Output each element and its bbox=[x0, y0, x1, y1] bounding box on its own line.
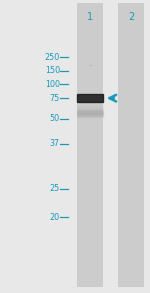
Bar bbox=[77, 113, 103, 114]
Text: 100: 100 bbox=[45, 80, 60, 89]
Text: 50: 50 bbox=[50, 114, 60, 123]
Bar bbox=[77, 110, 103, 111]
Bar bbox=[77, 104, 103, 105]
Text: 75: 75 bbox=[50, 94, 60, 103]
Bar bbox=[118, 3, 144, 287]
Text: 150: 150 bbox=[45, 67, 60, 75]
Bar bbox=[77, 116, 103, 117]
Bar bbox=[77, 112, 103, 113]
Bar bbox=[77, 114, 103, 115]
Text: 37: 37 bbox=[50, 139, 60, 148]
Bar bbox=[77, 111, 103, 112]
Bar bbox=[77, 109, 103, 110]
Bar bbox=[77, 115, 103, 116]
Bar bbox=[77, 105, 103, 106]
Bar bbox=[77, 94, 103, 102]
Bar bbox=[77, 3, 103, 287]
Text: 25: 25 bbox=[50, 185, 60, 193]
Text: 20: 20 bbox=[50, 213, 60, 222]
Text: 2: 2 bbox=[128, 12, 134, 22]
Bar bbox=[77, 108, 103, 109]
Bar bbox=[77, 106, 103, 107]
Bar bbox=[77, 107, 103, 108]
Text: 250: 250 bbox=[45, 53, 60, 62]
Text: 1: 1 bbox=[87, 12, 93, 22]
